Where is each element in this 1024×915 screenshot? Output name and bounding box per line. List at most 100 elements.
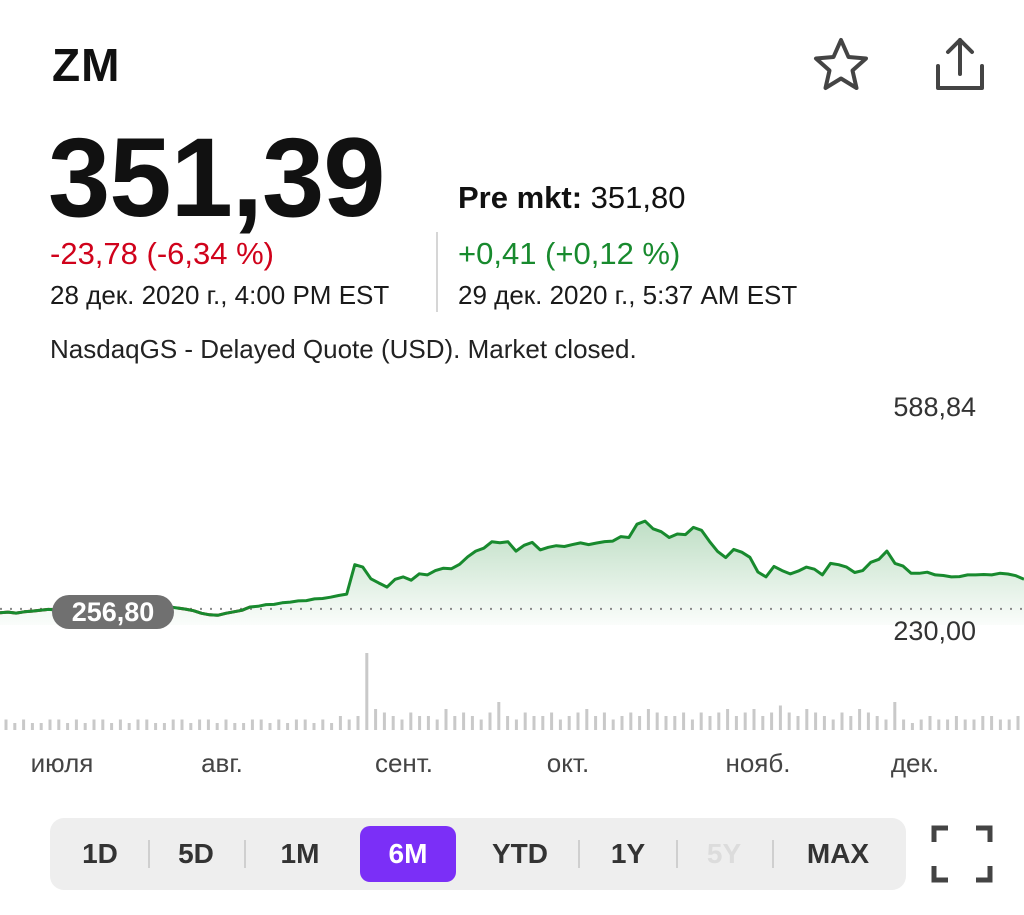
volume-bar <box>726 709 730 730</box>
volume-bar <box>550 712 554 730</box>
volume-bar <box>444 709 448 730</box>
price-chart[interactable]: 256,80 588,84 230,00 июля авг. сент. окт… <box>0 380 1024 800</box>
volume-bar <box>470 716 474 730</box>
volume-bar <box>990 716 994 730</box>
x-tick-label: июля <box>31 748 94 778</box>
volume-bar <box>74 719 78 730</box>
volume-bar <box>39 723 43 730</box>
volume-bar <box>761 716 765 730</box>
volume-bar <box>189 723 193 730</box>
volume-bar <box>690 719 694 730</box>
last-price: 351,39 <box>48 115 386 240</box>
time-range-selector: 1D 5D 1M 6M YTD 1Y 5Y MAX <box>50 818 906 890</box>
volume-bar <box>330 723 334 730</box>
volume-bar <box>743 712 747 730</box>
volume-bar <box>154 723 158 730</box>
volume-bar <box>541 716 545 730</box>
x-tick-label: дек. <box>891 748 939 778</box>
volume-bar <box>338 716 342 730</box>
volume-bar <box>752 709 756 730</box>
range-button-ytd[interactable]: YTD <box>492 838 548 869</box>
volume-bar <box>514 719 518 730</box>
reference-value-badge: 256,80 <box>52 595 174 629</box>
pre-market-price-line: Pre mkt: 351,80 <box>458 180 686 216</box>
volume-bar <box>233 723 237 730</box>
price-change: -23,78 (-6,34 %) <box>50 236 274 271</box>
volume-bar <box>884 719 888 730</box>
volume-bar <box>347 719 351 730</box>
volume-bar <box>242 723 246 730</box>
volume-bar <box>136 719 140 730</box>
volume-bar <box>620 716 624 730</box>
volume-bars <box>4 653 1020 730</box>
volume-bar <box>963 719 967 730</box>
volume-bar <box>294 719 298 730</box>
volume-bar <box>4 719 8 730</box>
volume-bar <box>127 723 131 730</box>
reference-value-label: 256,80 <box>72 597 155 627</box>
range-button-6m[interactable]: 6M <box>360 826 456 882</box>
volume-bar <box>206 719 210 730</box>
volume-bar <box>937 719 941 730</box>
volume-bar <box>66 723 70 730</box>
volume-bar <box>418 716 422 730</box>
volume-bar <box>893 702 897 730</box>
volume-bar <box>488 712 492 730</box>
volume-bar <box>523 712 527 730</box>
volume-bar <box>946 719 950 730</box>
star-outline-icon[interactable] <box>810 36 872 94</box>
ticker-symbol: ZM <box>52 39 121 91</box>
volume-bar <box>576 712 580 730</box>
volume-bar <box>48 719 52 730</box>
range-button-5d[interactable]: 5D <box>178 838 214 869</box>
volume-bar <box>83 723 87 730</box>
volume-bar <box>435 719 439 730</box>
pre-market-label: Pre mkt: <box>458 180 583 215</box>
volume-bar <box>259 719 263 730</box>
volume-bar <box>796 716 800 730</box>
price-area-fill <box>0 521 1024 625</box>
volume-bar <box>365 653 369 730</box>
range-button-1d[interactable]: 1D <box>82 838 118 869</box>
volume-bar <box>30 723 34 730</box>
volume-bar <box>664 716 668 730</box>
volume-bar <box>215 723 219 730</box>
volume-bar <box>118 719 122 730</box>
volume-bar <box>286 723 290 730</box>
pre-market-price: 351,80 <box>590 180 686 215</box>
volume-bar <box>356 716 360 730</box>
volume-bar <box>673 716 677 730</box>
volume-bar <box>611 719 615 730</box>
share-icon[interactable] <box>928 32 992 96</box>
volume-bar <box>374 709 378 730</box>
fullscreen-icon[interactable] <box>930 824 994 884</box>
volume-bar <box>303 719 307 730</box>
volume-bar <box>13 723 17 730</box>
volume-bar <box>1016 716 1020 730</box>
volume-bar <box>646 709 650 730</box>
volume-bar <box>268 723 272 730</box>
range-button-1m[interactable]: 1M <box>280 838 320 869</box>
volume-bar <box>910 723 914 730</box>
volume-bar <box>831 719 835 730</box>
volume-bar <box>567 716 571 730</box>
volume-bar <box>805 709 809 730</box>
range-button-1y[interactable]: 1Y <box>610 838 646 869</box>
volume-bar <box>532 716 536 730</box>
volume-bar <box>954 716 958 730</box>
pre-market-change: +0,41 (+0,12 %) <box>458 236 681 271</box>
volume-bar <box>928 716 932 730</box>
volume-bar <box>717 712 721 730</box>
range-separator <box>578 840 580 868</box>
volume-bar <box>770 712 774 730</box>
x-tick-label: окт. <box>547 748 589 778</box>
volume-bar <box>814 712 818 730</box>
range-button-max[interactable]: MAX <box>806 838 870 869</box>
volume-bar <box>198 719 202 730</box>
volume-bar <box>497 702 501 730</box>
volume-bar <box>778 705 782 730</box>
volume-bar <box>558 719 562 730</box>
volume-bar <box>92 719 96 730</box>
volume-bar <box>866 712 870 730</box>
volume-bar <box>840 712 844 730</box>
